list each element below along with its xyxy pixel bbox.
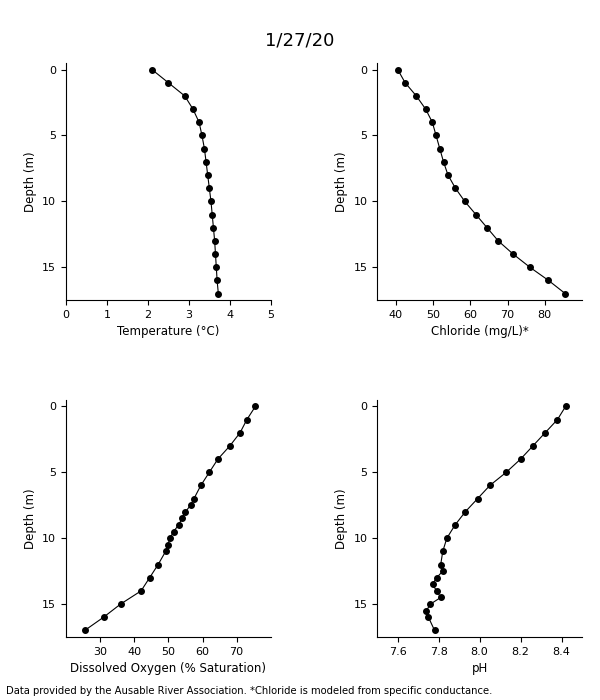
X-axis label: Temperature (°C): Temperature (°C): [117, 326, 220, 339]
Y-axis label: Depth (m): Depth (m): [335, 488, 348, 549]
X-axis label: pH: pH: [472, 662, 488, 676]
Text: Data provided by the Ausable River Association. *Chloride is modeled from specif: Data provided by the Ausable River Assoc…: [6, 687, 493, 696]
Y-axis label: Depth (m): Depth (m): [24, 151, 37, 212]
Text: 1/27/20: 1/27/20: [265, 32, 335, 50]
Y-axis label: Depth (m): Depth (m): [335, 151, 348, 212]
Y-axis label: Depth (m): Depth (m): [24, 488, 37, 549]
X-axis label: Chloride (mg/L)*: Chloride (mg/L)*: [431, 326, 529, 339]
X-axis label: Dissolved Oxygen (% Saturation): Dissolved Oxygen (% Saturation): [70, 662, 266, 676]
